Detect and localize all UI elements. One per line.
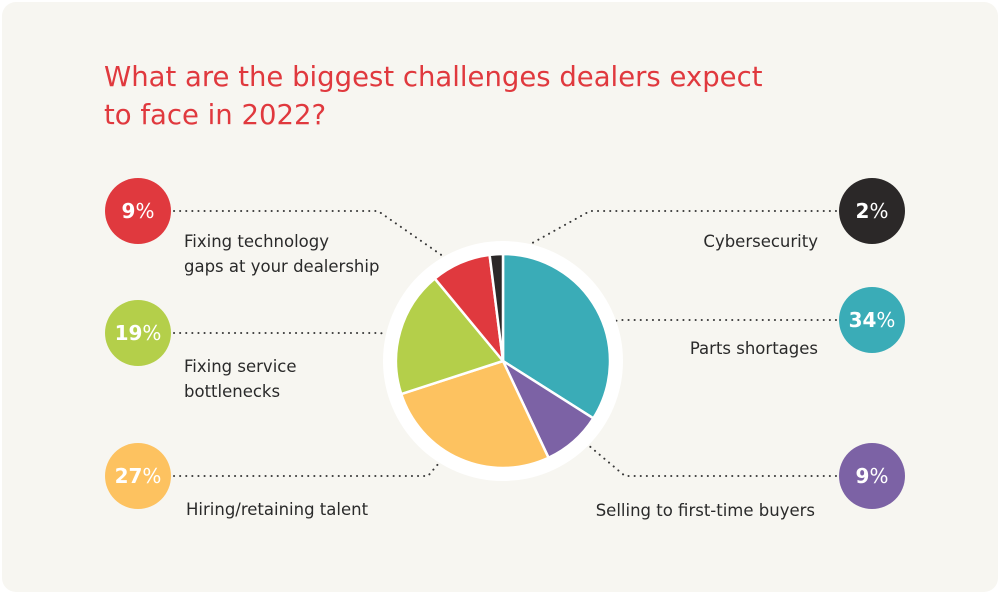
- slice-label-fixing-technology-gaps-at-your-dealership: Fixing technology gaps at your dealership: [184, 229, 379, 279]
- leader-line-fixing-technology-gaps-at-your-dealership: [173, 210, 465, 272]
- value-badge-circle: [105, 443, 171, 509]
- value-badge-circle: [839, 287, 905, 353]
- chart-title-line-2: to face in 2022?: [104, 99, 327, 131]
- value-label-hiring-retaining-talent: 27%: [115, 464, 162, 488]
- value-badge-cybersecurity: 2%: [839, 178, 905, 244]
- value-badge-circle: [839, 443, 905, 509]
- slice-label-line: Cybersecurity: [703, 232, 818, 251]
- value-label-fixing-technology-gaps-at-your-dealership: 9%: [122, 199, 155, 223]
- slice-label-parts-shortages: Parts shortages: [690, 336, 818, 361]
- slice-label-fixing-service-bottlenecks: Fixing service bottlenecks: [184, 354, 297, 404]
- slice-label-cybersecurity: Cybersecurity: [703, 229, 818, 254]
- value-badge-selling-to-first-time-buyers: 9%: [839, 443, 905, 509]
- slice-label-line: Fixing service: [184, 357, 297, 376]
- leader-line-hiring-retaining-talent: [173, 414, 481, 477]
- value-badge-parts-shortages: 34%: [839, 287, 905, 353]
- pie-slice-cybersecurity: [488, 252, 505, 363]
- pie-slice-hiring-retaining-talent: [399, 359, 550, 470]
- value-label-selling-to-first-time-buyers: 9%: [856, 464, 889, 488]
- value-label-fixing-service-bottlenecks: 19%: [115, 321, 162, 345]
- value-label-parts-shortages: 34%: [849, 308, 896, 332]
- slice-label-line: bottlenecks: [184, 382, 281, 401]
- slice-label-line: Fixing technology: [184, 232, 330, 251]
- chart-title-line-1: What are the biggest challenges dealers …: [104, 61, 763, 93]
- slice-label-line: Hiring/retaining talent: [186, 500, 369, 519]
- pie-slices: [394, 252, 612, 470]
- value-badge-circle: [105, 300, 171, 366]
- value-badge-fixing-technology-gaps-at-your-dealership: 9%: [105, 178, 171, 244]
- slice-label-line: Parts shortages: [689, 339, 818, 358]
- slice-label-hiring-retaining-talent: Hiring/retaining talent: [186, 497, 368, 522]
- value-badge-hiring-retaining-talent: 27%: [105, 443, 171, 509]
- value-badge-fixing-service-bottlenecks: 19%: [105, 300, 171, 366]
- value-badge-circle: [839, 178, 905, 244]
- slice-label-selling-to-first-time-buyers: Selling to first-time buyers: [596, 498, 815, 523]
- value-label-cybersecurity: 2%: [856, 199, 889, 223]
- chart-title: What are the biggest challenges dealers …: [104, 58, 804, 134]
- pie-slice-fixing-service-bottlenecks: [394, 277, 505, 396]
- value-badges: 34% 9% 27% 19% 9% 2%: [105, 178, 905, 509]
- slice-label-line: Selling to first-time buyers: [595, 501, 815, 520]
- slice-label-line: gaps at your dealership: [184, 257, 380, 276]
- value-badge-circle: [105, 178, 171, 244]
